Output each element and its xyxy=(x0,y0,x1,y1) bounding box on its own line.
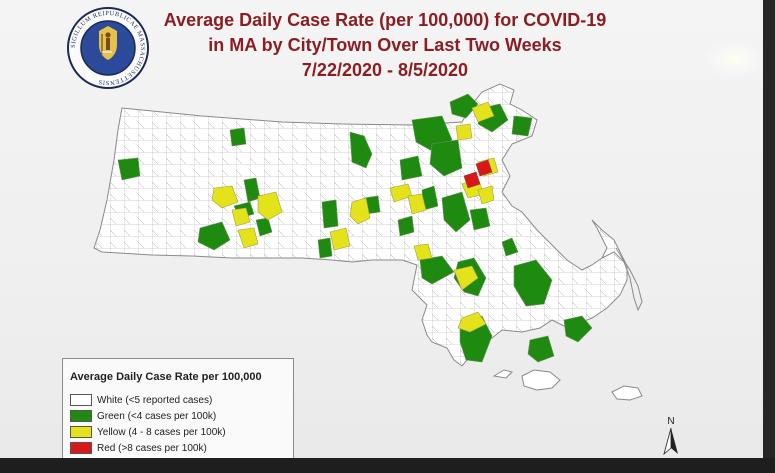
title-line-3: 7/22/2020 - 8/5/2020 xyxy=(301,60,469,80)
legend-label-white: White (<5 reported cases) xyxy=(97,394,213,406)
legend-item-white: White (<5 reported cases) xyxy=(70,394,212,406)
legend-item-red: Red (>8 cases per 100k) xyxy=(70,442,207,454)
green-swatch xyxy=(70,410,92,422)
red-swatch xyxy=(70,442,92,454)
legend-title: Average Daily Case Rate per 100,000 xyxy=(70,371,262,383)
screen-glare xyxy=(705,40,765,78)
title-line-2: in MA by City/Town Over Last Two Weeks xyxy=(208,35,562,55)
massachusetts-seal-icon: SIGILLUM REIPUBLICAE MASSACHUSETTENSIS xyxy=(67,7,149,89)
map-title: Average Daily Case Rate (per 100,000) fo… xyxy=(150,8,620,83)
north-arrow-icon: N xyxy=(663,416,678,456)
north-label: N xyxy=(667,416,674,427)
massachusetts-map xyxy=(93,83,643,401)
legend-item-yellow: Yellow (4 - 8 cases per 100k) xyxy=(70,426,226,438)
legend-label-green: Green (<4 cases per 100k) xyxy=(97,410,217,422)
yellow-swatch xyxy=(70,426,92,438)
cape-cod-outline xyxy=(601,247,643,312)
monitor-bezel-right xyxy=(763,0,775,473)
legend-label-red: Red (>8 cases per 100k) xyxy=(97,442,207,454)
red-towns xyxy=(463,159,493,189)
title-line-1: Average Daily Case Rate (per 100,000) fo… xyxy=(163,10,607,30)
legend: Average Daily Case Rate per 100,000 Whit… xyxy=(62,358,294,460)
legend-item-green: Green (<4 cases per 100k) xyxy=(70,410,216,422)
yellow-towns xyxy=(211,101,499,333)
legend-label-yellow: Yellow (4 - 8 cases per 100k) xyxy=(97,426,226,438)
monitor-bezel-bottom xyxy=(0,458,775,473)
elizabeth-islands xyxy=(492,369,513,379)
white-swatch xyxy=(70,394,92,406)
marthas-vineyard xyxy=(521,369,561,391)
nantucket xyxy=(611,385,643,401)
